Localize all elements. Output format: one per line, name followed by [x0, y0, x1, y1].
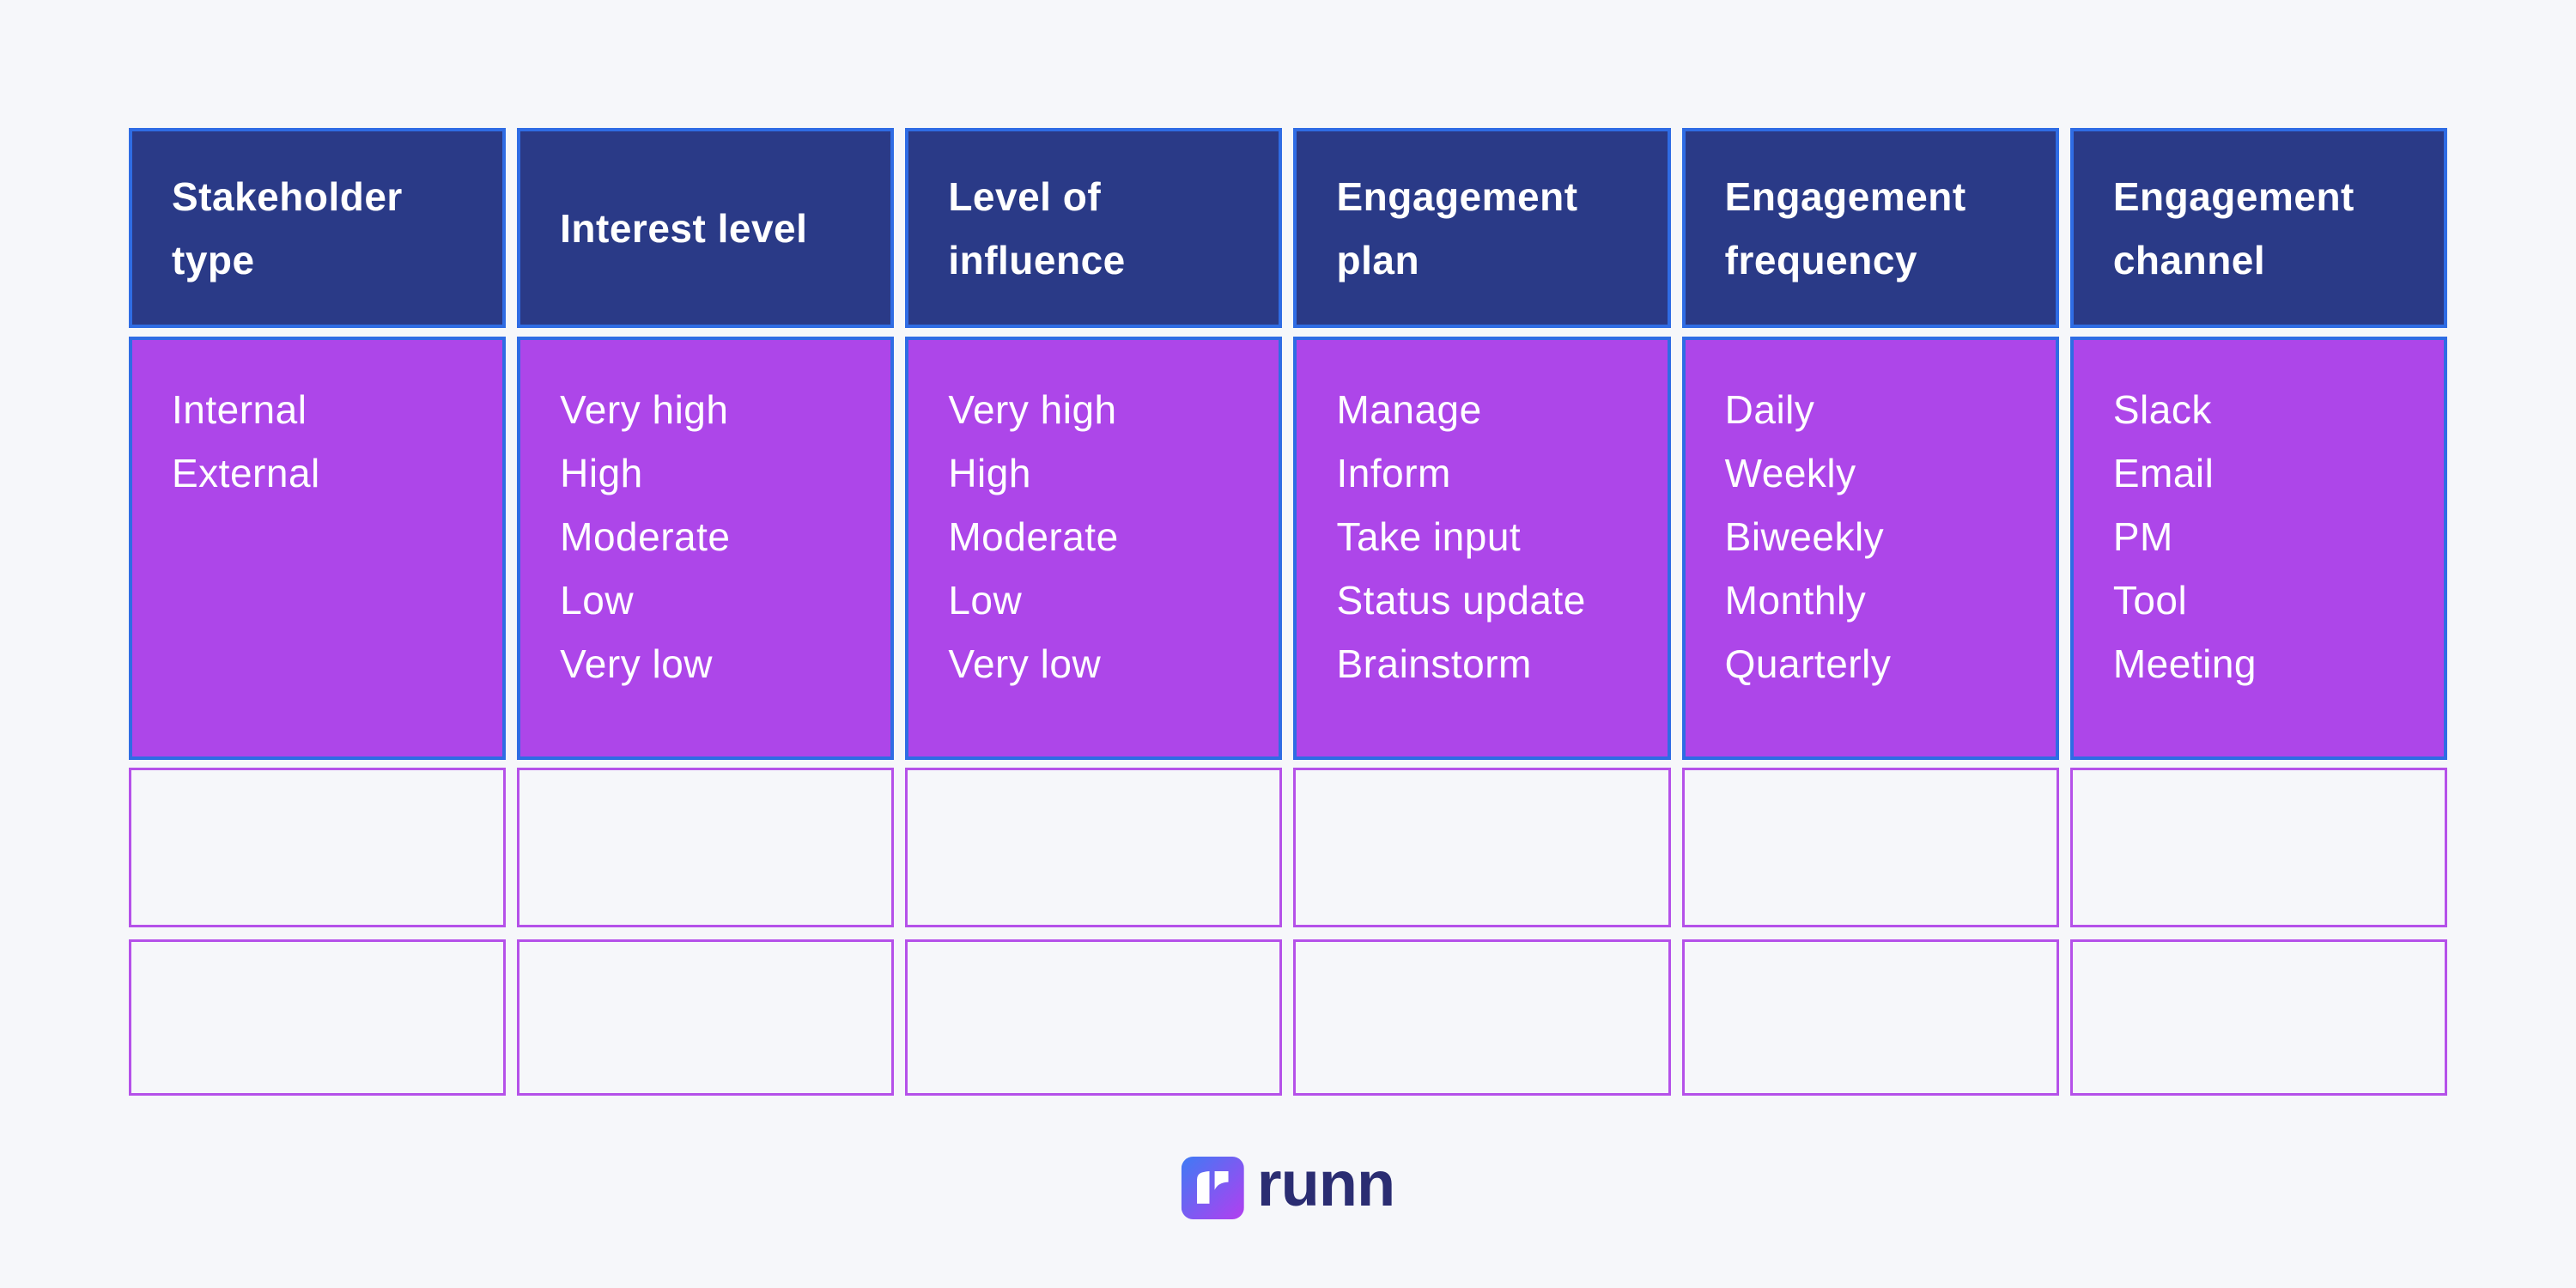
cell-option: Meeting	[2112, 641, 2257, 686]
cell-option: Status update	[1336, 578, 1586, 623]
cell-option: Biweekly	[1724, 514, 1885, 559]
table-options-row: Internal External Very high High Moderate Lo…	[129, 337, 2447, 760]
header-cell-stakeholder-type: Stakeholder type	[129, 128, 507, 328]
header-label: Engagement plan	[1336, 173, 1578, 283]
cell-option: High	[948, 451, 1031, 495]
header-label: Interest level	[560, 205, 808, 251]
header-cell-engagement-channel: Engagement channel	[2069, 128, 2447, 328]
cell-option: Moderate	[560, 514, 731, 559]
cell-option: Very low	[948, 641, 1102, 686]
cell-option: Low	[948, 578, 1023, 623]
empty-cell	[1681, 768, 2059, 927]
empty-cell	[517, 939, 895, 1096]
empty-cell	[1293, 939, 1671, 1096]
table-header-row: Stakeholder type Interest level Level of…	[129, 128, 2447, 328]
cell-option: Tool	[2112, 578, 2188, 623]
empty-cell	[2069, 939, 2447, 1096]
cell-option: Email	[2112, 451, 2215, 495]
header-label: Stakeholder type	[172, 173, 403, 283]
cell-option: Very high	[948, 387, 1117, 432]
options-cell-engagement-frequency: Daily Weekly Biweekly Monthly Quarterly	[1681, 337, 2059, 760]
runn-logo-text: runn	[1256, 1147, 1395, 1219]
empty-cell	[905, 939, 1283, 1096]
header-label: Level of influence	[948, 173, 1126, 283]
empty-cell	[517, 768, 895, 927]
cell-option: Internal	[172, 387, 307, 432]
empty-cell	[1681, 939, 2059, 1096]
cell-option: High	[560, 451, 643, 495]
stakeholder-engagement-table: Stakeholder type Interest level Level of…	[129, 128, 2447, 1096]
cell-option: Very low	[560, 641, 714, 686]
table-empty-row	[129, 939, 2447, 1096]
cell-option: Weekly	[1724, 451, 1856, 495]
header-label: Engagement channel	[2112, 173, 2354, 283]
table-empty-row	[129, 768, 2447, 927]
empty-cell	[905, 768, 1283, 927]
cell-option: PM	[2112, 514, 2173, 559]
cell-option: Monthly	[1724, 578, 1867, 623]
header-cell-engagement-plan: Engagement plan	[1293, 128, 1671, 328]
runn-logo-icon	[1181, 1157, 1244, 1219]
cell-option: Slack	[2112, 387, 2212, 432]
empty-cell	[129, 768, 507, 927]
cell-option: Quarterly	[1724, 641, 1892, 686]
empty-cell	[129, 939, 507, 1096]
cell-option: Very high	[560, 387, 729, 432]
header-label: Engagement frequency	[1724, 173, 1966, 283]
cell-option: Brainstorm	[1336, 641, 1532, 686]
options-cell-engagement-channel: Slack Email PM Tool Meeting	[2069, 337, 2447, 760]
options-cell-stakeholder-type: Internal External	[129, 337, 507, 760]
header-cell-engagement-frequency: Engagement frequency	[1681, 128, 2059, 328]
cell-option: External	[172, 451, 320, 495]
cell-option: Moderate	[948, 514, 1119, 559]
cell-option: Daily	[1724, 387, 1815, 432]
cell-option: Take input	[1336, 514, 1522, 559]
options-cell-level-of-influence: Very high High Moderate Low Very low	[905, 337, 1283, 760]
header-cell-level-of-influence: Level of influence	[905, 128, 1283, 328]
empty-cell	[2069, 768, 2447, 927]
options-cell-engagement-plan: Manage Inform Take input Status update Brain…	[1293, 337, 1671, 760]
header-cell-interest-level: Interest level	[517, 128, 895, 328]
cell-option: Low	[560, 578, 635, 623]
cell-option: Inform	[1336, 451, 1451, 495]
runn-logo: runn	[1181, 1151, 1395, 1219]
cell-option: Manage	[1336, 387, 1482, 432]
empty-cell	[1293, 768, 1671, 927]
options-cell-interest-level: Very high High Moderate Low Very low	[517, 337, 895, 760]
